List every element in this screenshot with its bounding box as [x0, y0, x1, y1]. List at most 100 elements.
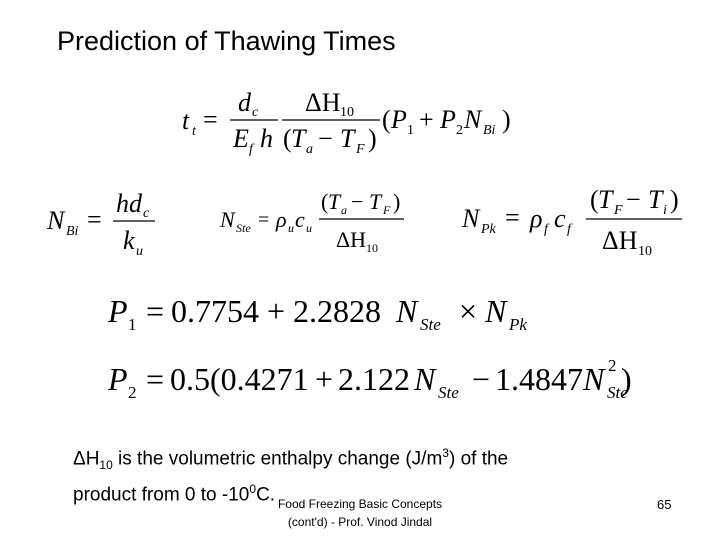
svg-text:k: k: [123, 226, 135, 255]
svg-text:N: N: [461, 204, 481, 233]
p2-equation: P 2 = 0.5(0.4271 + 2.122 N Ste − 1.4847 …: [107, 354, 632, 404]
enthalpy-note: ΔH10 is the volumetric enthalpy change (…: [73, 441, 673, 507]
svg-text:t: t: [182, 106, 190, 135]
svg-text:1: 1: [128, 315, 137, 334]
svg-text:ρ: ρ: [529, 204, 542, 233]
svg-text:T: T: [369, 189, 383, 214]
svg-text:(: (: [283, 124, 292, 153]
svg-text:): ): [621, 361, 632, 397]
svg-text:N: N: [463, 105, 483, 134]
slide-title: Prediction of Thawing Times: [57, 26, 396, 56]
svg-text:c: c: [143, 206, 150, 221]
svg-text:c: c: [295, 207, 305, 232]
svg-text:d: d: [238, 88, 252, 117]
svg-text:ρ: ρ: [275, 207, 287, 232]
svg-text:ΔH: ΔH: [305, 88, 341, 117]
svg-text:Pk: Pk: [508, 315, 527, 334]
svg-text:a: a: [341, 203, 347, 217]
svg-text:i: i: [663, 203, 667, 218]
svg-text:=: =: [258, 209, 269, 231]
svg-text:=: =: [203, 105, 218, 134]
svg-text:10: 10: [340, 105, 354, 120]
svg-text:): ): [502, 105, 511, 134]
note-line-2-part-2: C.: [256, 484, 276, 506]
svg-text:−: −: [472, 361, 490, 397]
svg-text:c: c: [252, 105, 259, 120]
svg-text:f: f: [544, 222, 550, 237]
svg-text:N: N: [219, 207, 236, 232]
svg-text:2.122: 2.122: [338, 361, 410, 397]
svg-text:×: ×: [459, 293, 477, 329]
svg-text:(: (: [590, 185, 599, 214]
svg-text:N: N: [413, 361, 437, 397]
note-text-part-1: is the volumetric enthalpy change (J/m: [112, 448, 443, 470]
svg-text:F: F: [613, 203, 623, 218]
svg-text:2: 2: [128, 383, 137, 402]
svg-text:T: T: [648, 185, 664, 214]
svg-text:ΔH: ΔH: [336, 227, 366, 252]
svg-text:Pk: Pk: [480, 222, 497, 237]
svg-text:10: 10: [638, 244, 652, 259]
svg-text:−: −: [351, 189, 363, 214]
svg-text:N: N: [395, 293, 419, 329]
svg-text:N: N: [46, 206, 66, 235]
svg-text:P: P: [439, 105, 456, 134]
footer-line-2: (cont'd) - Prof. Vinod Jindal: [287, 515, 433, 529]
svg-text:2: 2: [456, 123, 463, 138]
svg-text:T: T: [598, 185, 614, 214]
degree-superscript: 0: [249, 482, 257, 497]
unit-superscript: 3: [442, 446, 449, 460]
svg-text:=: =: [87, 205, 102, 234]
note-line-2-part-1: product from 0 to -10: [73, 484, 250, 506]
svg-text:+: +: [267, 293, 285, 329]
svg-text:Ste: Ste: [607, 383, 628, 402]
svg-text:0.5(0.4271: 0.5(0.4271: [170, 361, 309, 397]
svg-text:): ): [368, 124, 377, 153]
p1-equation: P 1 = 0.7754 + 2.2828 N Ste × N Pk: [107, 290, 558, 336]
svg-text:t: t: [192, 124, 197, 139]
svg-text:=: =: [146, 293, 164, 329]
p1-equation-graphic: P 1 = 0.7754 + 2.2828 N Ste × N Pk: [107, 293, 527, 334]
svg-text:a: a: [306, 142, 313, 157]
svg-text:Bi: Bi: [66, 224, 79, 239]
svg-text:0.7754: 0.7754: [171, 293, 259, 329]
slide-footer: Food Freezing Basic Concepts (cont'd) - …: [230, 495, 490, 531]
stefan-number-equation-graphic: N Ste = ρ u c u ( T a − T F ) ΔH 10: [219, 189, 404, 255]
thaw-time-equation: t t = d c E f h ΔH 10 ( T a − T F ) ( P …: [180, 82, 520, 158]
svg-text:−: −: [318, 124, 333, 153]
stefan-number-equation: N Ste = ρ u c u ( T a − T F ) ΔH 10: [218, 183, 418, 263]
svg-text:hd: hd: [116, 189, 143, 218]
svg-text:N: N: [484, 293, 508, 329]
svg-text:): ): [393, 189, 400, 214]
thaw-time-equation-graphic: t t = d c E f h ΔH 10 ( T a − T F ) ( P …: [182, 88, 511, 157]
svg-text:Ste: Ste: [438, 383, 459, 402]
note-text-part-2: ) of the: [448, 448, 509, 470]
page-number: 65: [657, 497, 672, 512]
svg-text:(: (: [382, 105, 391, 134]
svg-text:h: h: [260, 124, 273, 153]
svg-text:T: T: [291, 124, 307, 153]
svg-text:2: 2: [608, 356, 617, 375]
svg-text:1.4847: 1.4847: [495, 361, 583, 397]
footer-line-1: Food Freezing Basic Concepts: [277, 497, 443, 511]
svg-text:(: (: [321, 189, 328, 214]
svg-text:F: F: [355, 142, 365, 157]
svg-text:Ste: Ste: [236, 221, 251, 235]
svg-text:N: N: [582, 361, 606, 397]
biot-number-equation: N Bi = hd c k u: [45, 186, 175, 262]
svg-text:ΔH: ΔH: [602, 226, 638, 255]
svg-text:10: 10: [366, 241, 378, 255]
svg-text:P: P: [107, 361, 128, 397]
svg-text:+: +: [315, 361, 333, 397]
svg-text:=: =: [146, 361, 164, 397]
svg-text:P: P: [390, 105, 407, 134]
enthalpy-subscript: 10: [99, 458, 113, 473]
svg-text:P: P: [107, 293, 128, 329]
svg-text:u: u: [136, 244, 143, 259]
svg-text:−: −: [626, 185, 641, 214]
svg-text:T: T: [340, 124, 356, 153]
svg-text:F: F: [382, 203, 391, 217]
svg-text:Ste: Ste: [420, 315, 441, 334]
svg-text:2.2828: 2.2828: [293, 293, 381, 329]
